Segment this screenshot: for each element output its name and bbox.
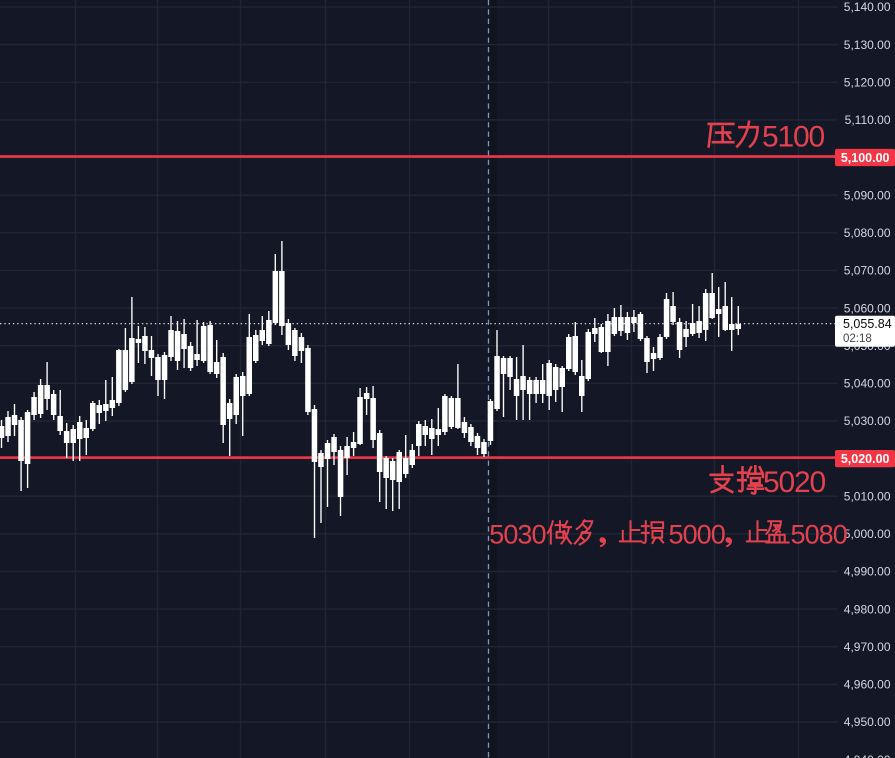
svg-text:5,070.00: 5,070.00 bbox=[844, 264, 891, 278]
svg-text:5,090.00: 5,090.00 bbox=[844, 188, 891, 202]
svg-text:5,080.00: 5,080.00 bbox=[844, 226, 891, 240]
svg-text:5,030.00: 5,030.00 bbox=[844, 414, 891, 428]
svg-text:5000: 5000 bbox=[669, 520, 725, 550]
svg-text:5,040.00: 5,040.00 bbox=[844, 377, 891, 391]
svg-text:5,010.00: 5,010.00 bbox=[844, 489, 891, 503]
svg-text:5030: 5030 bbox=[489, 520, 545, 550]
svg-text:5,020.00: 5,020.00 bbox=[841, 452, 890, 466]
svg-text:5100: 5100 bbox=[762, 121, 824, 154]
svg-text:4,980.00: 4,980.00 bbox=[844, 602, 891, 616]
svg-text:4,970.00: 4,970.00 bbox=[844, 640, 891, 654]
svg-text:5,055.84: 5,055.84 bbox=[843, 317, 892, 331]
svg-text:4,990.00: 4,990.00 bbox=[844, 565, 891, 579]
svg-text:5020: 5020 bbox=[763, 466, 825, 499]
svg-text:5,100.00: 5,100.00 bbox=[841, 151, 890, 165]
svg-text:4,950.00: 4,950.00 bbox=[844, 715, 891, 729]
svg-text:5,060.00: 5,060.00 bbox=[844, 301, 891, 315]
svg-text:5,120.00: 5,120.00 bbox=[844, 76, 891, 90]
svg-text:5,130.00: 5,130.00 bbox=[844, 38, 891, 52]
svg-text:5080: 5080 bbox=[791, 520, 847, 550]
svg-text:5,140.00: 5,140.00 bbox=[844, 0, 891, 14]
svg-text:02:18: 02:18 bbox=[843, 333, 872, 345]
svg-text:5,000.00: 5,000.00 bbox=[844, 527, 891, 541]
svg-text:4,940.00: 4,940.00 bbox=[844, 753, 891, 758]
svg-text:4,960.00: 4,960.00 bbox=[844, 678, 891, 692]
svg-text:5,110.00: 5,110.00 bbox=[845, 113, 891, 127]
